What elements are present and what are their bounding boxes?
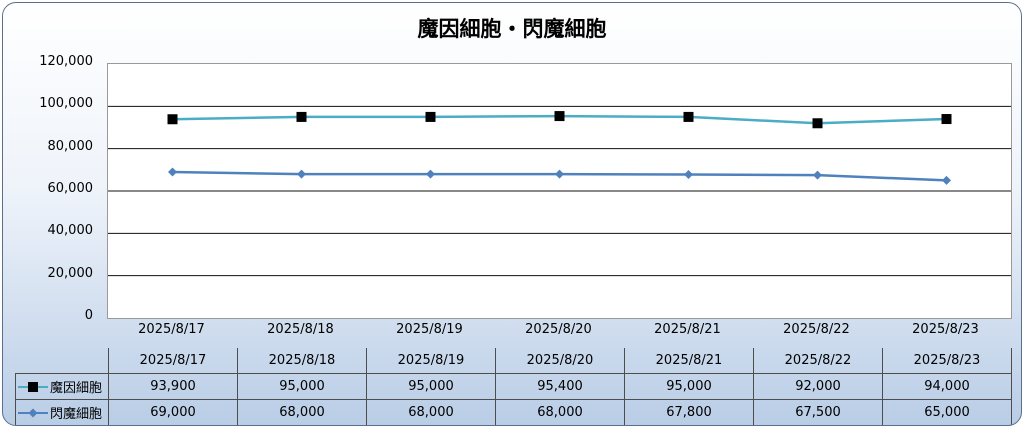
y-tick-label: 20,000 <box>47 265 94 281</box>
x-tick-label: 2025/8/23 <box>912 322 979 337</box>
data-point <box>296 111 307 122</box>
table-corner <box>15 348 109 374</box>
table-cell-value: 68,000 <box>237 399 367 425</box>
table-cell-value: 65,000 <box>882 399 1012 425</box>
table-column-header: 2025/8/20 <box>495 348 625 374</box>
y-tick-label: 0 <box>84 308 93 323</box>
plot-svg <box>108 105 1011 277</box>
data-point <box>813 170 822 180</box>
data-table: 2025/8/17 2025/8/18 2025/8/19 2025/8/20 2025… <box>15 348 1012 425</box>
data-point <box>941 114 952 125</box>
table-row: 魔因細胞 93,900 95,000 95,000 95,400 95,000 92,000… <box>15 373 1012 400</box>
data-point <box>554 111 565 122</box>
y-tick-label: 100,000 <box>39 96 93 112</box>
legend-key-icon <box>18 381 48 392</box>
table-column-header: 2025/8/17 <box>108 348 238 374</box>
table-column-header: 2025/8/22 <box>753 348 883 374</box>
table-cell-value: 95,400 <box>495 373 625 400</box>
x-tick-label: 2025/8/17 <box>138 322 205 337</box>
data-point <box>425 111 436 122</box>
legend-key-icon <box>18 408 48 417</box>
chart-title: 魔因細胞・閃魔細胞 <box>417 17 607 41</box>
x-tick-label: 2025/8/19 <box>396 322 463 337</box>
data-point <box>683 111 694 122</box>
x-tick-label: 2025/8/18 <box>267 322 334 337</box>
data-point <box>167 114 178 125</box>
table-cell-value: 68,000 <box>366 399 496 425</box>
data-point <box>555 169 564 179</box>
x-tick-label: 2025/8/22 <box>783 322 850 337</box>
table-row: 閃魔細胞 69,000 68,000 68,000 68,000 67,800 67,500… <box>15 399 1012 425</box>
table-column-header: 2025/8/21 <box>624 348 754 374</box>
x-tick-label: 2025/8/20 <box>525 322 592 337</box>
data-point <box>812 118 823 129</box>
table-cell-value: 67,800 <box>624 399 754 425</box>
data-point <box>297 169 306 179</box>
table-cell-value: 67,500 <box>753 399 883 425</box>
table-cell-value: 95,000 <box>624 373 754 400</box>
table-cell-value: 93,900 <box>108 373 238 400</box>
y-tick-label: 60,000 <box>47 181 94 196</box>
y-tick-label: 40,000 <box>47 223 94 239</box>
data-point <box>168 167 177 177</box>
y-tick-label: 120,000 <box>39 54 93 69</box>
plot-area <box>107 63 1012 319</box>
table-column-header: 2025/8/19 <box>366 348 496 374</box>
data-point <box>942 175 951 185</box>
table-cell-value: 68,000 <box>495 399 625 425</box>
data-point <box>426 169 435 179</box>
y-tick-label: 80,000 <box>47 138 94 154</box>
legend-label: 閃魔細胞 <box>50 407 103 422</box>
table-column-header: 2025/8/23 <box>882 348 1012 374</box>
legend-entry: 閃魔細胞 <box>15 399 109 425</box>
data-point <box>684 169 693 179</box>
legend-label: 魔因細胞 <box>50 381 103 396</box>
legend-entry: 魔因細胞 <box>15 373 109 400</box>
table-cell-value: 92,000 <box>753 373 883 400</box>
table-cell-value: 95,000 <box>237 373 367 400</box>
table-column-header: 2025/8/18 <box>237 348 367 374</box>
table-cell-value: 69,000 <box>108 399 238 425</box>
x-tick-label: 2025/8/21 <box>654 322 721 337</box>
table-cell-value: 94,000 <box>882 373 1012 400</box>
table-cell-value: 95,000 <box>366 373 496 400</box>
